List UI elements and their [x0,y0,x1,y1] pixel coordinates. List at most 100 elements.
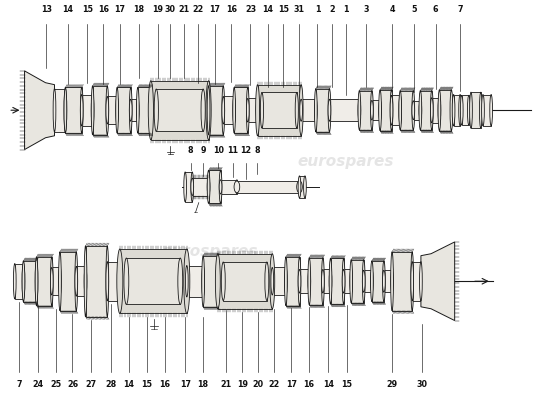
Bar [323,270,331,293]
Ellipse shape [202,256,205,307]
Text: 22: 22 [192,5,204,14]
Text: 26: 26 [67,380,78,388]
Ellipse shape [184,172,186,202]
Ellipse shape [419,101,422,120]
Text: 2: 2 [329,5,335,14]
Text: 12: 12 [240,146,252,156]
Text: 27: 27 [85,380,97,388]
Ellipse shape [59,252,61,311]
Bar [412,262,421,301]
Bar [86,246,107,317]
Ellipse shape [106,262,109,301]
Text: 8: 8 [254,146,260,156]
Ellipse shape [295,92,298,128]
Ellipse shape [438,98,441,123]
Bar [107,262,120,301]
Ellipse shape [75,266,78,296]
Ellipse shape [328,99,331,121]
Text: 17: 17 [114,5,125,14]
Bar [392,252,412,311]
Ellipse shape [482,94,485,126]
Ellipse shape [371,261,373,302]
Ellipse shape [84,246,87,317]
Ellipse shape [148,81,153,140]
Text: 7: 7 [458,5,463,14]
Bar [156,89,203,132]
Bar [471,92,481,128]
Ellipse shape [452,94,455,126]
Ellipse shape [308,270,311,293]
Text: 21: 21 [221,380,232,388]
Ellipse shape [383,270,385,292]
Ellipse shape [284,257,287,306]
Ellipse shape [51,257,53,306]
Ellipse shape [129,99,132,121]
Text: 14: 14 [63,5,74,14]
Bar [351,260,364,303]
Bar [223,96,234,124]
Ellipse shape [117,249,123,314]
Bar [300,270,309,293]
Bar [359,90,372,130]
Text: 29: 29 [387,380,398,388]
Bar [420,90,432,130]
Ellipse shape [470,92,472,128]
Ellipse shape [322,270,324,293]
Bar [262,92,297,128]
Ellipse shape [150,88,152,133]
Bar [329,99,359,121]
Ellipse shape [350,270,353,293]
Text: 11: 11 [227,146,238,156]
Ellipse shape [411,252,414,311]
Ellipse shape [91,94,94,126]
Bar [462,95,469,125]
Bar [272,268,286,295]
Ellipse shape [201,89,205,132]
Ellipse shape [419,90,422,130]
Ellipse shape [371,100,373,120]
Bar [120,249,187,314]
Bar [483,94,491,126]
Text: 19: 19 [152,5,163,14]
Ellipse shape [371,270,373,292]
Bar [82,94,92,126]
Text: 30: 30 [416,380,427,388]
Ellipse shape [342,270,345,293]
Ellipse shape [154,89,158,132]
Ellipse shape [106,86,109,135]
Ellipse shape [300,99,302,121]
Bar [126,258,180,304]
Bar [60,252,76,311]
Ellipse shape [207,170,210,204]
Ellipse shape [246,98,249,122]
Text: 14: 14 [323,380,334,388]
Bar [15,264,24,299]
Bar [300,176,305,198]
Bar [248,98,257,122]
Bar [439,90,452,131]
Bar [24,261,36,302]
Ellipse shape [178,258,183,304]
Ellipse shape [219,180,222,194]
Bar [131,99,138,121]
Text: 25: 25 [51,380,62,388]
Ellipse shape [53,89,56,132]
Ellipse shape [322,258,324,305]
Bar [208,170,221,204]
Bar [192,178,208,196]
Ellipse shape [13,264,16,299]
Ellipse shape [399,95,402,125]
Ellipse shape [399,90,402,130]
Ellipse shape [185,266,188,297]
Polygon shape [421,242,455,320]
Ellipse shape [284,268,287,295]
Ellipse shape [450,90,453,131]
Bar [413,101,420,120]
Ellipse shape [22,264,25,299]
Text: 14: 14 [262,5,273,14]
Ellipse shape [431,90,433,130]
Bar [65,88,82,133]
Ellipse shape [80,88,83,133]
Ellipse shape [75,252,78,311]
Bar [364,270,372,292]
